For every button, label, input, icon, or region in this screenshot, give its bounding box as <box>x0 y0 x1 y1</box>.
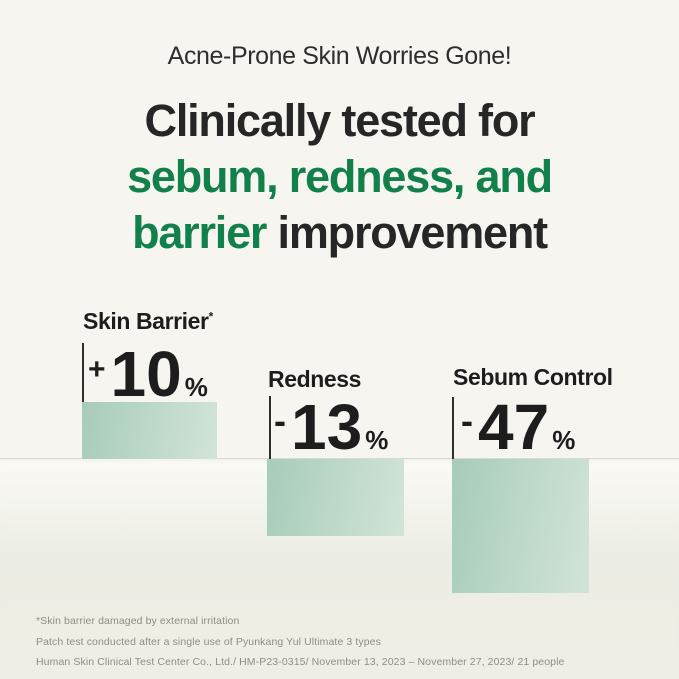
title-line-2: sebum, redness, and <box>127 151 553 202</box>
minus-sign: - <box>274 400 286 441</box>
stat-label-sebum-control: Sebum Control <box>453 364 613 390</box>
footnotes: *Skin barrier damaged by external irrita… <box>36 611 565 673</box>
tick-line-redness <box>269 396 271 459</box>
minus-sign: - <box>461 400 473 441</box>
title-line-1: Clinically tested for <box>144 95 536 146</box>
footnote-line: Patch test conducted after a single use … <box>36 635 381 648</box>
title-line-3-dark: improvement <box>277 207 549 258</box>
stat-value-skin-barrier: +10% <box>88 342 208 406</box>
tick-line-skin-barrier <box>82 343 84 403</box>
tick-line-sebum-control <box>452 397 454 459</box>
stat-number: 13 <box>291 391 363 463</box>
headline: Acne-Prone Skin Worries Gone! <box>167 42 512 70</box>
footnote-line: Human Skin Clinical Test Center Co., Ltd… <box>36 656 565 668</box>
stat-label-redness: Redness <box>268 366 362 392</box>
stat-number: 10 <box>110 338 182 410</box>
asterisk-marker: * <box>208 309 214 324</box>
bar-sebum-control <box>452 459 589 593</box>
percent-unit: % <box>184 372 208 402</box>
page-title: Clinically tested for sebum, redness, an… <box>0 93 679 261</box>
stat-label-skin-barrier: Skin Barrier* <box>83 308 214 334</box>
bar-redness <box>267 459 404 536</box>
bar-skin-barrier <box>82 402 217 459</box>
stat-value-sebum-control: -47% <box>461 395 575 459</box>
plus-sign: + <box>88 353 106 386</box>
title-line-3-green: barrier <box>132 207 278 258</box>
percent-unit: % <box>552 425 576 455</box>
stat-number: 47 <box>478 391 550 463</box>
percent-unit: % <box>365 425 389 455</box>
stat-value-redness: -13% <box>274 395 388 459</box>
footnote-line: *Skin barrier damaged by external irrita… <box>36 615 240 627</box>
